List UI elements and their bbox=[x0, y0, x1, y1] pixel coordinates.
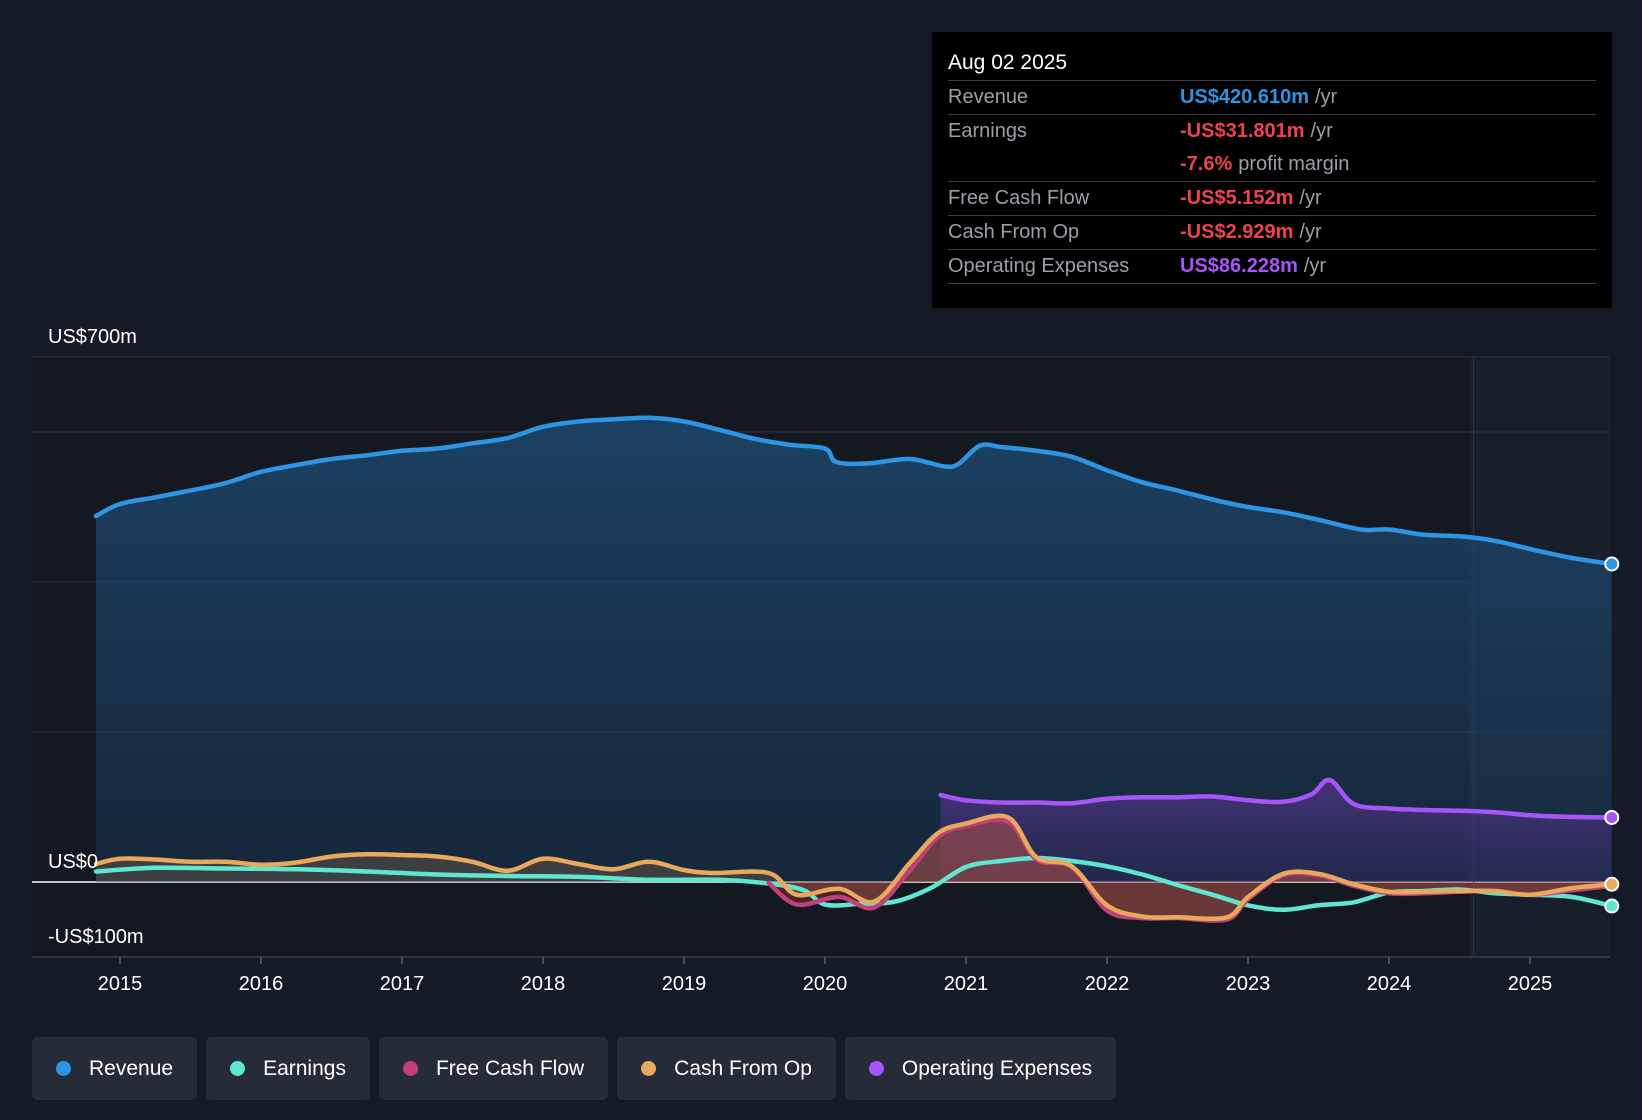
legend-dot-icon bbox=[230, 1061, 246, 1076]
y-axis-label: US$700m bbox=[48, 326, 137, 348]
series-lines bbox=[93, 415, 1615, 923]
tooltip-unit: profit margin bbox=[1238, 153, 1350, 175]
tooltip-panel: Aug 02 2025 Revenue US$420.610m /yr Earn… bbox=[932, 32, 1612, 308]
x-tick-label: 2022 bbox=[1085, 973, 1130, 995]
tooltip-unit: /yr bbox=[1303, 255, 1327, 277]
line-cash-from-op bbox=[93, 813, 1615, 922]
x-tick-label: 2024 bbox=[1367, 973, 1412, 995]
tooltip-row-cash-from-op: Cash From Op -US$2.929m /yr bbox=[948, 216, 1596, 250]
x-tick-label: 2019 bbox=[662, 973, 707, 995]
x-tick-label: 2018 bbox=[521, 973, 566, 995]
legend-label: Earnings bbox=[263, 1056, 346, 1080]
tooltip-date: Aug 02 2025 bbox=[948, 46, 1596, 81]
x-tick-label: 2020 bbox=[803, 973, 848, 995]
tooltip-value: US$420.610m bbox=[1180, 86, 1309, 108]
legend: Revenue Earnings Free Cash Flow Cash Fro… bbox=[32, 1037, 1117, 1100]
legend-label: Operating Expenses bbox=[901, 1056, 1093, 1080]
line-operating-expenses bbox=[938, 777, 1615, 820]
area-operating-expenses bbox=[940, 779, 1612, 882]
tooltip-value: US$86.228m bbox=[1180, 255, 1298, 277]
tooltip-row-revenue: Revenue US$420.610m /yr bbox=[948, 81, 1596, 115]
legend-item-operating-expenses[interactable]: Operating Expenses bbox=[844, 1037, 1117, 1100]
x-tick-label: 2017 bbox=[380, 973, 425, 995]
tooltip-value: -US$2.929m bbox=[1180, 221, 1294, 243]
end-marker-revenue bbox=[1604, 556, 1620, 572]
legend-label: Free Cash Flow bbox=[435, 1056, 585, 1080]
x-tick-label: 2023 bbox=[1226, 973, 1271, 995]
legend-dot-icon bbox=[641, 1061, 657, 1076]
legend-item-revenue[interactable]: Revenue bbox=[32, 1037, 198, 1100]
y-axis-label: -US$100m bbox=[48, 926, 144, 948]
series-areas bbox=[96, 417, 1612, 921]
x-tick-label: 2015 bbox=[98, 973, 143, 995]
tooltip-row-earnings: Earnings -US$31.801m /yr bbox=[948, 115, 1596, 148]
tooltip-unit: /yr bbox=[1299, 187, 1322, 209]
x-tick-label: 2025 bbox=[1508, 973, 1553, 995]
area-free-cash-flow bbox=[768, 819, 1612, 921]
series-end-markers bbox=[1604, 556, 1620, 914]
tooltip-label: Free Cash Flow bbox=[948, 187, 1090, 209]
axes: US$700m US$0 -US$100m 2015 2016 2017 2018 2019 2… bbox=[48, 326, 1552, 995]
tooltip-row-profit-margin: -7.6% profit margin bbox=[948, 148, 1596, 182]
tooltip-label: Operating Expenses bbox=[948, 255, 1130, 277]
tooltip-value: -US$5.152m bbox=[1180, 187, 1294, 209]
end-marker-earnings bbox=[1604, 898, 1620, 914]
legend-label: Cash From Op bbox=[674, 1056, 812, 1080]
area-revenue bbox=[96, 417, 1612, 882]
tooltip-unit: /yr bbox=[1299, 221, 1322, 243]
tooltip-label: Revenue bbox=[948, 86, 1029, 108]
end-marker-cash-from-op bbox=[1604, 876, 1620, 892]
y-axis-label: US$0 bbox=[48, 851, 98, 873]
tooltip-label: Cash From Op bbox=[948, 221, 1080, 243]
legend-item-earnings[interactable]: Earnings bbox=[206, 1037, 370, 1100]
legend-item-cash-from-op[interactable]: Cash From Op bbox=[617, 1037, 836, 1100]
x-tick-label: 2016 bbox=[239, 973, 284, 995]
legend-dot-icon bbox=[402, 1061, 418, 1076]
tooltip-row-operating-expenses: Operating Expenses US$86.228m /yr bbox=[948, 250, 1596, 284]
legend-dot-icon bbox=[868, 1061, 884, 1076]
end-marker-operating-expenses bbox=[1604, 810, 1620, 825]
area-cash-from-op bbox=[96, 815, 1612, 919]
x-tick-label: 2021 bbox=[944, 973, 989, 995]
tooltip-unit: /yr bbox=[1310, 120, 1333, 142]
tooltip-value: -7.6% bbox=[1180, 153, 1233, 175]
tooltip-row-free-cash-flow: Free Cash Flow -US$5.152m /yr bbox=[948, 182, 1596, 216]
legend-label: Revenue bbox=[89, 1056, 174, 1080]
tooltip-label: Earnings bbox=[948, 120, 1027, 142]
tooltip-unit: /yr bbox=[1314, 86, 1338, 108]
line-revenue bbox=[93, 415, 1615, 567]
legend-dot-icon bbox=[56, 1061, 71, 1076]
tooltip-value: -US$31.801m bbox=[1180, 120, 1305, 142]
legend-item-free-cash-flow[interactable]: Free Cash Flow bbox=[378, 1037, 609, 1100]
